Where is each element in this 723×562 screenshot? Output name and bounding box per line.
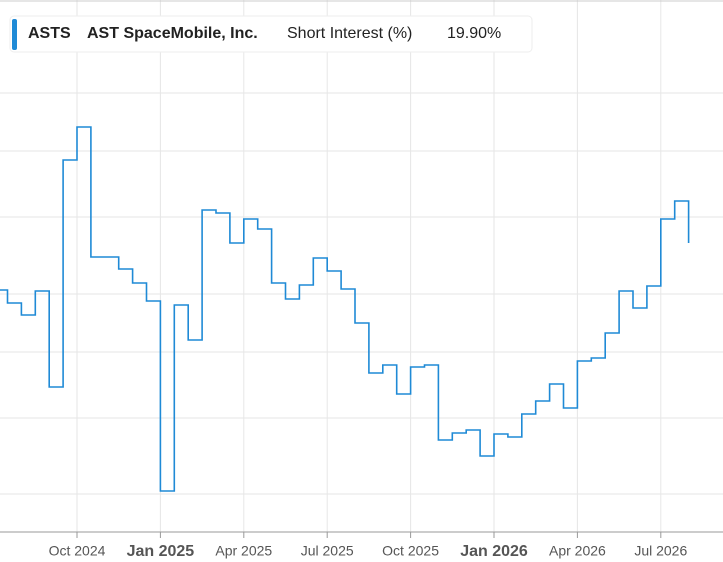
x-tick-label: Apr 2026 [549,543,606,559]
series-line [0,126,690,492]
x-tick-label: Jan 2025 [127,543,195,560]
x-tick-label: Jul 2026 [634,543,687,559]
plot [0,126,690,492]
legend-box [9,15,533,53]
x-axis-labels: Oct 2024 Jan 2025 Apr 2025 Jul 2025 Oct 2025… [49,532,687,560]
legend-name: AST SpaceMobile, Inc. [87,25,258,42]
x-tick-label: Oct 2024 [49,543,106,559]
legend-swatch [12,19,17,50]
legend-metric: Short Interest (%) [287,25,412,42]
x-tick-label: Oct 2025 [382,543,439,559]
legend-value: 19.90% [447,25,501,42]
legend-ticker: ASTS [28,25,71,42]
x-tick-label: Jul 2025 [301,543,354,559]
x-tick-label: Apr 2025 [215,543,272,559]
vertical-grid [76,0,662,532]
x-tick-label: Jan 2026 [460,543,528,560]
